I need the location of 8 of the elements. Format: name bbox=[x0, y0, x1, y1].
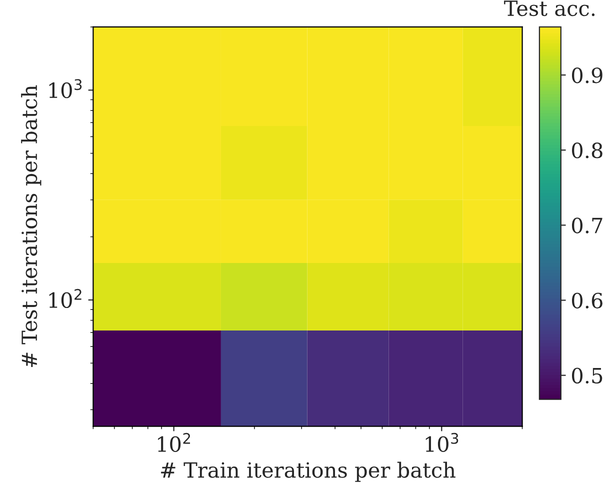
x-axis-title: # Train iterations per batch bbox=[161, 462, 456, 482]
color-bar-title: Test acc. bbox=[504, 0, 595, 16]
color-bar-label: 0.7 bbox=[572, 218, 602, 234]
color-bar-label: 0.6 bbox=[572, 292, 602, 308]
y-axis-title: # Test iterations per batch bbox=[21, 85, 42, 367]
color-bar-label: 0.8 bbox=[572, 142, 602, 158]
color-bar-label: 0.5 bbox=[572, 368, 602, 384]
color-bar-label: 0.9 bbox=[572, 67, 602, 84]
